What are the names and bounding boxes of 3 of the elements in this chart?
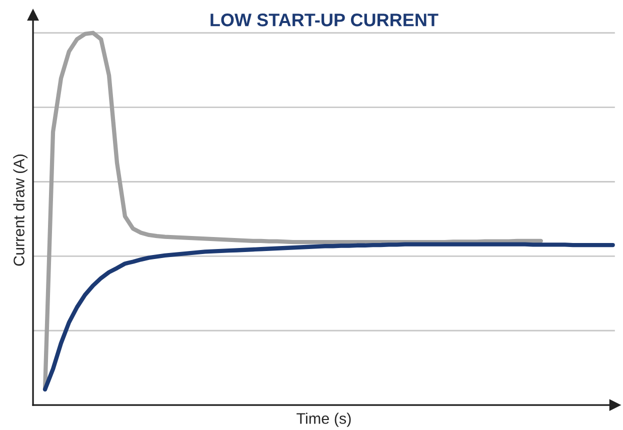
x-axis-title: Time (s) — [296, 412, 351, 427]
y-axis-title: Current draw (A) — [13, 154, 28, 266]
chart-title: LOW START-UP CURRENT — [210, 14, 438, 26]
